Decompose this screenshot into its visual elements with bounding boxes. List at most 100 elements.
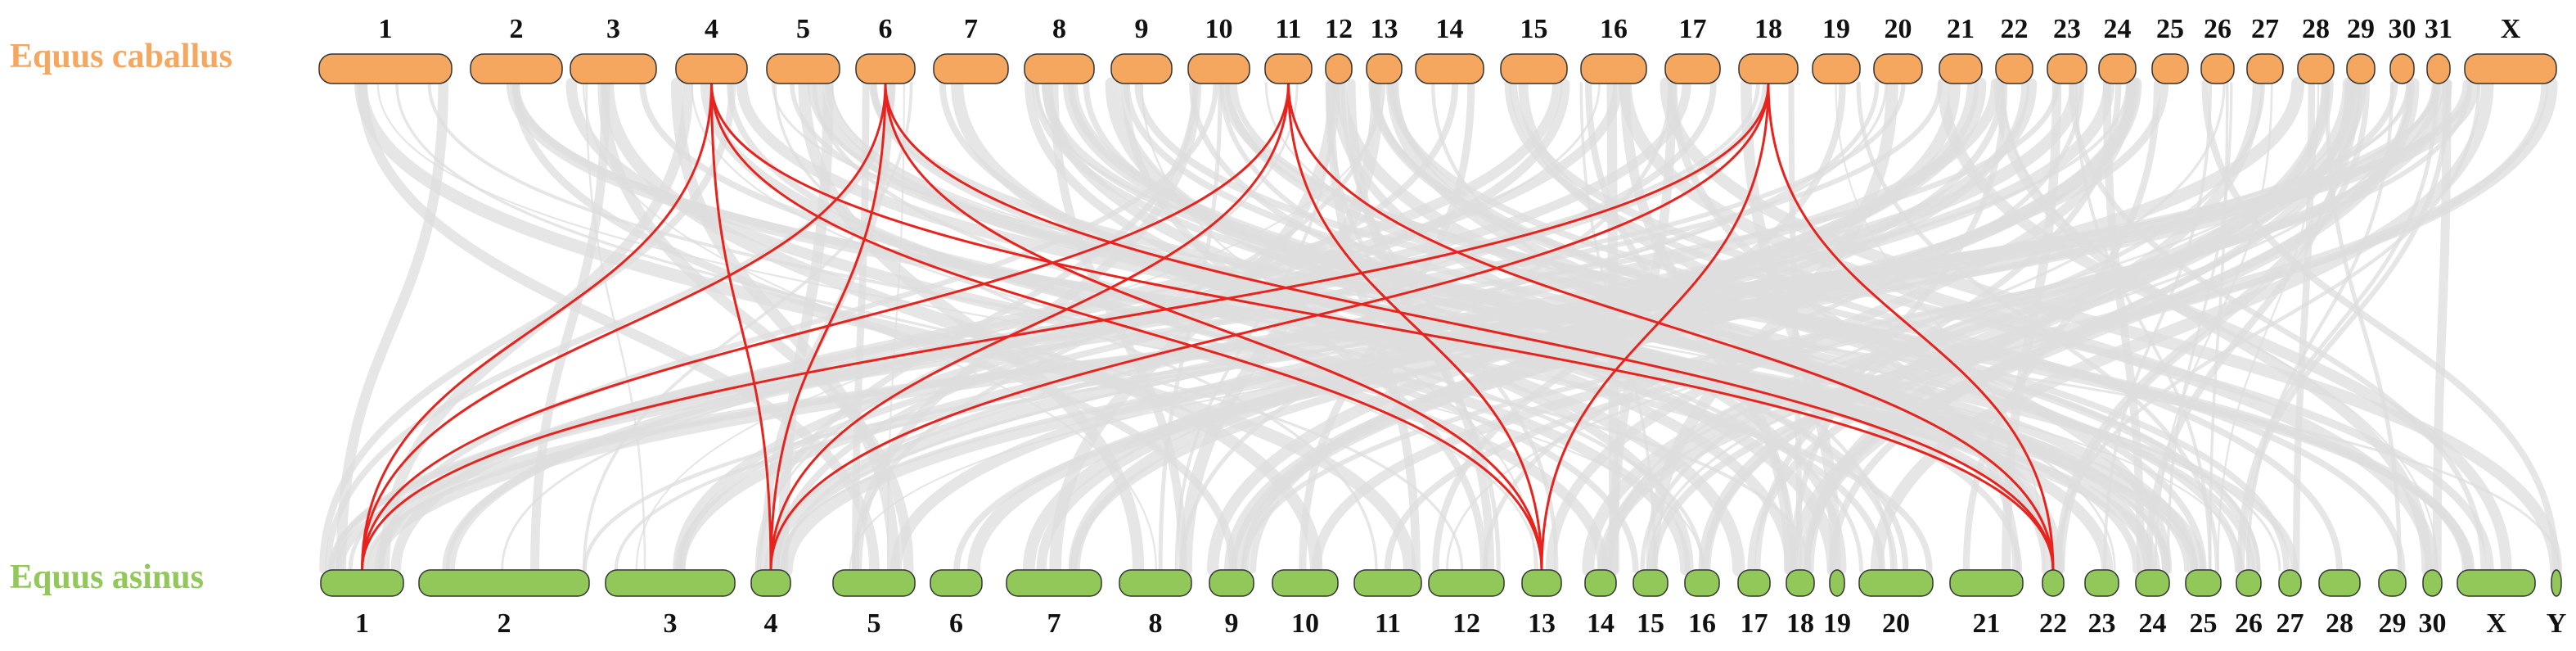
background-link: [1597, 78, 2558, 576]
top-chromosome-label: 19: [1822, 14, 1850, 44]
highlighted-synteny-links: [361, 83, 2055, 571]
top-chromosome-label: 22: [2001, 14, 2029, 44]
highlighted-link-18-to-4: [769, 83, 1770, 571]
highlighted-link-18-to-1: [361, 83, 1770, 571]
background-link: [2236, 81, 2439, 572]
top-chromosome-14: [1415, 53, 1484, 84]
bottom-chromosome-2: [418, 569, 590, 597]
top-chromosome-27: [2246, 53, 2284, 84]
bottom-chromosome-15: [1633, 569, 1669, 597]
top-chromosome-31: [2426, 53, 2451, 84]
top-chromosome-label: 27: [2251, 14, 2279, 44]
background-link: [2324, 81, 2402, 572]
bottom-chromosome-label: 11: [1375, 608, 1401, 639]
background-link: [1049, 77, 1340, 576]
background-link: [2293, 79, 2315, 574]
highlighted-link-11-to-13: [1287, 83, 1543, 571]
bottom-chromosome-label: 30: [2419, 608, 2447, 639]
top-chromosome-18: [1738, 53, 1799, 84]
top-chromosome-label: 15: [1520, 14, 1548, 44]
highlighted-link-6-to-1: [361, 83, 887, 571]
top-chromosome-4: [675, 53, 748, 84]
bottom-species-label: Equus asinus: [10, 558, 204, 596]
background-link: [1022, 77, 1987, 576]
highlighted-link-11-to-1: [361, 83, 1290, 571]
top-chromosome-30: [2389, 53, 2415, 84]
top-chromosome-22: [1995, 53, 2033, 84]
highlighted-link-6-to-13: [884, 83, 1543, 571]
background-link: [1374, 81, 2261, 572]
highlighted-link-4-to-13: [710, 83, 1543, 571]
background-link: [813, 81, 1705, 572]
bottom-chromosome-label: 6: [949, 608, 963, 639]
top-chromosome-6: [855, 53, 916, 84]
bottom-chromosome-16: [1684, 569, 1720, 597]
top-chromosome-1: [318, 53, 453, 84]
bottom-chromosome-track: 1 2 3 4 5 6 7 8 9 10 11 12 13 14 15 16 17 18 19 20 21 22 23 24 2…: [320, 569, 2566, 639]
top-chromosome-label: 14: [1436, 14, 1464, 44]
top-chromosome-12: [1325, 53, 1353, 84]
bottom-chromosome-label: 17: [1741, 608, 1768, 639]
top-chromosome-label: 12: [1325, 14, 1353, 44]
background-link: [781, 81, 1880, 572]
background-link: [354, 77, 1416, 576]
bottom-chromosome-19: [1829, 569, 1845, 597]
highlighted-link-4-to-1: [361, 83, 713, 571]
bottom-chromosome-4: [750, 569, 791, 597]
top-chromosome-label: 28: [2302, 14, 2330, 44]
background-link: [1582, 77, 2355, 576]
bottom-chromosome-label: 24: [2139, 608, 2167, 639]
top-chromosome-29: [2346, 53, 2376, 84]
bottom-chromosome-20: [1858, 569, 1934, 597]
bottom-chromosome-1: [320, 569, 404, 597]
bottom-chromosome-label: 14: [1587, 608, 1615, 639]
bottom-chromosome-X: [2457, 569, 2536, 597]
background-link: [336, 78, 448, 576]
top-chromosome-16: [1580, 53, 1647, 84]
background-link: [565, 78, 1609, 576]
top-chromosome-label: 8: [1052, 14, 1066, 44]
bottom-chromosome-9: [1209, 569, 1254, 597]
bottom-chromosome-label: 15: [1637, 608, 1664, 639]
background-link: [1698, 77, 2334, 576]
top-chromosome-label: 4: [705, 14, 718, 44]
top-chromosome-label: 13: [1371, 14, 1398, 44]
bottom-chromosome-label: X: [2486, 608, 2506, 639]
top-chromosome-label: X: [2501, 14, 2521, 44]
bottom-chromosome-label: 5: [867, 608, 881, 639]
top-chromosome-19: [1812, 53, 1861, 84]
background-link: [333, 80, 1943, 573]
top-chromosome-label: 29: [2347, 14, 2375, 44]
top-chromosome-label: 26: [2204, 14, 2231, 44]
highlighted-link-4-to-4: [710, 83, 772, 571]
bottom-chromosome-label: 10: [1291, 608, 1319, 639]
top-chromosome-20: [1873, 53, 1923, 84]
bottom-chromosome-11: [1353, 569, 1422, 597]
top-chromosome-11: [1264, 53, 1313, 84]
background-link: [1049, 79, 1187, 575]
bottom-chromosome-25: [2185, 569, 2222, 597]
bottom-chromosome-22: [2042, 569, 2065, 597]
top-chromosome-label: 24: [2104, 14, 2132, 44]
top-chromosome-24: [2098, 53, 2137, 84]
top-chromosome-label: 1: [379, 14, 393, 44]
bottom-chromosome-label: 4: [764, 608, 778, 639]
top-chromosome-8: [1024, 53, 1095, 84]
top-chromosome-3: [570, 53, 657, 84]
bottom-chromosome-8: [1119, 569, 1192, 597]
top-chromosome-label: 3: [606, 14, 620, 44]
bottom-chromosome-label: 7: [1047, 608, 1061, 639]
background-link: [2432, 79, 2452, 575]
background-synteny-links: [319, 77, 2562, 576]
background-link: [639, 80, 1933, 573]
bottom-chromosome-5: [832, 569, 916, 597]
top-chromosome-label: 18: [1754, 14, 1782, 44]
top-chromosome-25: [2151, 53, 2189, 84]
highlighted-link-18-to-13: [1540, 83, 1770, 571]
bottom-chromosome-28: [2318, 569, 2361, 597]
top-chromosome-label: 21: [1947, 14, 1975, 44]
bottom-chromosome-27: [2278, 569, 2302, 597]
top-chromosome-label: 23: [2053, 14, 2081, 44]
bottom-chromosome-label: 29: [2379, 608, 2407, 639]
